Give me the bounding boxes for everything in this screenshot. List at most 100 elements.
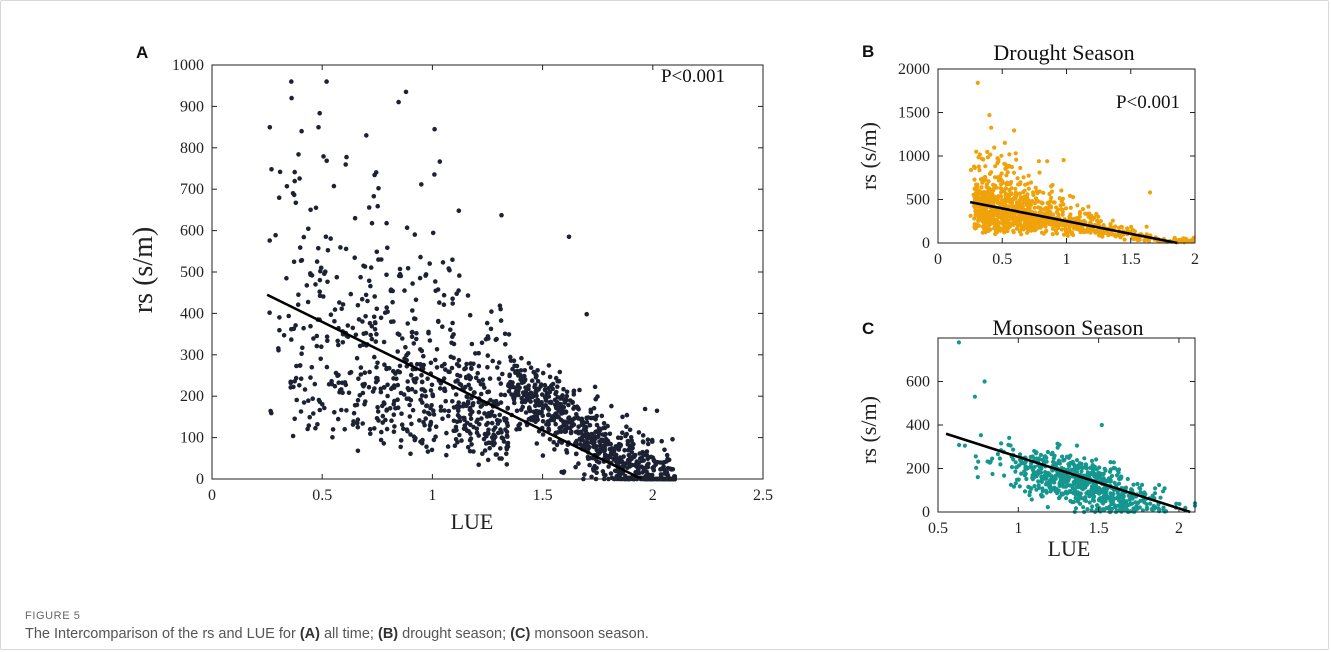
data-point: [364, 133, 369, 138]
data-point: [547, 400, 552, 405]
data-point: [332, 319, 337, 324]
data-point: [368, 332, 374, 338]
data-point: [1111, 460, 1116, 465]
data-point: [1094, 457, 1099, 462]
data-point: [1023, 465, 1028, 470]
data-point: [362, 381, 368, 387]
data-point: [532, 382, 538, 388]
data-point: [368, 431, 373, 437]
data-point: [972, 177, 977, 182]
data-point: [519, 407, 524, 413]
data-point: [1134, 504, 1139, 509]
data-point: [339, 407, 344, 413]
data-point: [313, 425, 318, 431]
data-point: [640, 449, 645, 455]
y-tick-label: 2000: [898, 61, 930, 78]
data-point: [374, 306, 380, 312]
data-point: [380, 413, 386, 419]
data-point: [295, 302, 301, 308]
data-point: [550, 386, 555, 392]
data-point: [449, 340, 454, 346]
data-point: [1125, 228, 1130, 233]
data-point: [1183, 236, 1189, 241]
data-point: [353, 332, 359, 338]
data-point: [581, 427, 587, 432]
data-point: [363, 330, 369, 336]
data-point: [1091, 227, 1096, 232]
data-point: [1144, 502, 1149, 507]
data-point: [355, 420, 360, 426]
data-point: [504, 433, 510, 438]
data-point: [299, 128, 304, 134]
data-point: [407, 414, 413, 419]
data-point: [427, 338, 433, 343]
data-point: [512, 392, 517, 397]
data-point: [1006, 442, 1011, 447]
data-point: [976, 188, 981, 193]
data-point: [1125, 476, 1130, 482]
data-point: [399, 422, 405, 428]
data-point: [453, 392, 459, 397]
data-point: [317, 277, 323, 283]
data-point: [1101, 479, 1107, 484]
data-point: [449, 365, 455, 371]
data-point: [1030, 227, 1035, 232]
data-point: [427, 261, 433, 266]
data-point: [1084, 229, 1090, 234]
data-point: [1036, 220, 1041, 226]
data-point: [577, 436, 583, 442]
data-point: [374, 249, 380, 255]
y-tick-label: 400: [906, 417, 930, 434]
data-point: [1034, 450, 1039, 455]
data-point: [1140, 508, 1145, 513]
data-point: [421, 420, 426, 425]
data-point: [502, 392, 508, 398]
data-point: [989, 187, 995, 193]
data-point: [441, 292, 447, 298]
data-point: [589, 474, 594, 480]
data-point: [1051, 456, 1056, 461]
panel-b-y-ticks: 0 500 1000 1500 2000: [898, 61, 1195, 252]
data-point: [1135, 481, 1140, 487]
data-point: [384, 220, 389, 226]
data-point: [1125, 507, 1130, 512]
data-point: [465, 445, 471, 450]
data-point: [398, 390, 404, 396]
data-point: [405, 266, 411, 271]
data-point: [1002, 473, 1007, 478]
data-point: [371, 194, 377, 199]
data-point: [982, 379, 987, 384]
data-point: [379, 429, 384, 435]
data-point: [498, 392, 504, 398]
data-point: [1003, 162, 1008, 167]
data-point: [1043, 488, 1049, 493]
data-point: [1057, 196, 1062, 201]
data-point: [423, 272, 429, 277]
data-point: [496, 360, 502, 365]
data-point: [1045, 159, 1050, 164]
data-point: [1103, 468, 1108, 473]
data-point: [558, 427, 563, 433]
data-point: [344, 408, 349, 413]
data-point: [307, 414, 313, 420]
data-point: [642, 406, 648, 412]
data-point: [408, 372, 414, 378]
data-point: [1018, 165, 1023, 171]
data-point: [450, 399, 455, 404]
data-point: [424, 403, 429, 409]
data-point: [1051, 212, 1056, 217]
data-point: [425, 449, 431, 454]
data-point: [1043, 470, 1048, 475]
data-point: [433, 357, 438, 363]
data-point: [662, 447, 667, 453]
panel-c-points: [956, 340, 1198, 515]
data-point: [500, 371, 505, 377]
data-point: [985, 198, 991, 204]
data-point: [1011, 170, 1017, 175]
data-point: [982, 226, 987, 231]
data-point: [983, 164, 988, 169]
panel-c-title: Monsoon Season: [993, 315, 1144, 340]
data-point: [994, 196, 999, 201]
data-point: [1138, 490, 1143, 495]
data-point: [289, 79, 294, 84]
